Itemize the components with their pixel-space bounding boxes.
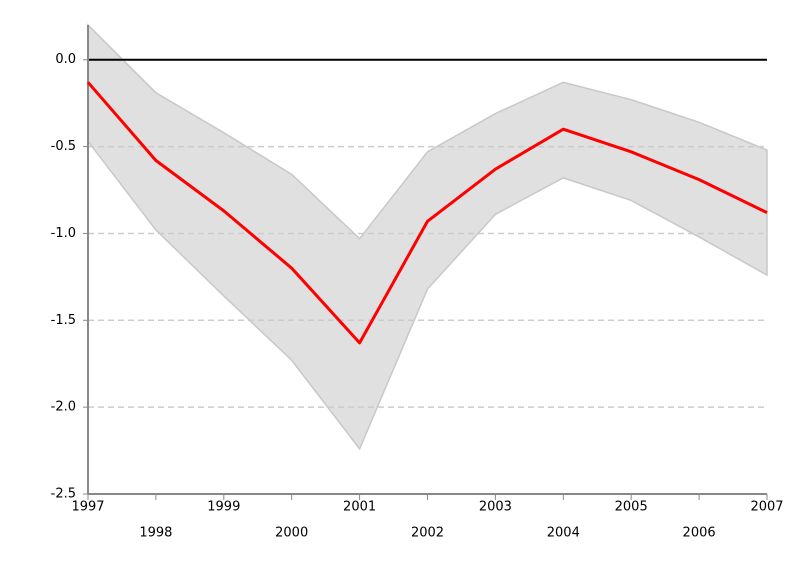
- y-tick-label: 0.0: [55, 52, 76, 67]
- confidence-band: [87, 23, 768, 451]
- x-tick-label: 2005: [615, 500, 648, 515]
- y-tick-label: -1.5: [51, 313, 76, 328]
- x-tick-label: 2000: [275, 526, 308, 541]
- x-tick-label: 1999: [207, 500, 240, 515]
- x-tick-label: 2001: [343, 500, 376, 515]
- y-tick-label: -0.5: [51, 139, 76, 154]
- x-tick-label: 1998: [139, 526, 172, 541]
- x-tick-label: 2006: [683, 526, 716, 541]
- x-tick-label: 2002: [411, 526, 444, 541]
- x-tick-label: 1997: [71, 500, 104, 515]
- x-tick-label: 2003: [479, 500, 512, 515]
- y-tick-label: -1.0: [51, 226, 76, 241]
- x-tick-label: 2004: [547, 526, 580, 541]
- x-tick-label: 2007: [750, 500, 783, 515]
- y-tick-label: -2.5: [51, 487, 76, 502]
- data-line: [86, 81, 768, 345]
- y-tick-label: -2.0: [51, 400, 76, 415]
